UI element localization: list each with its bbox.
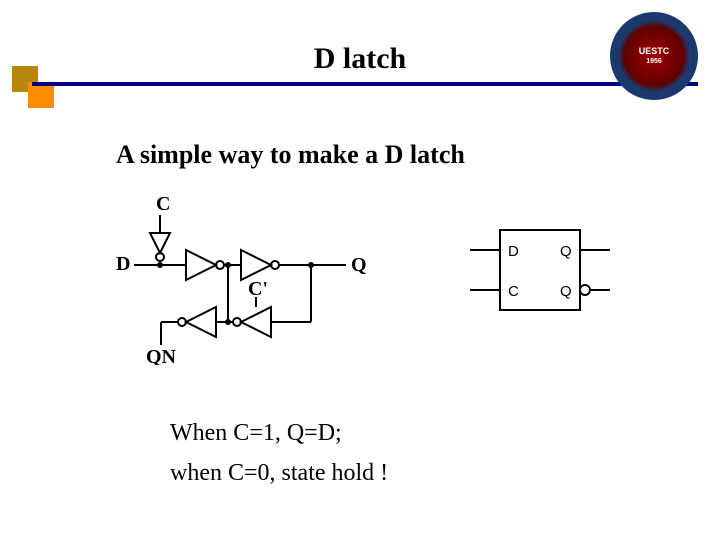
label-d: D: [116, 253, 130, 275]
tristate-1: [186, 250, 216, 280]
tristate-2: [241, 307, 271, 337]
logo-acronym: UESTC: [639, 46, 670, 56]
behavior-line-1: When C=1, Q=D;: [170, 420, 342, 447]
subtitle: A simple way to make a D latch: [116, 140, 465, 170]
label-qn: QN: [146, 346, 177, 365]
circuit-diagram: C D Q C': [116, 195, 386, 365]
block-label-qbar: Q: [560, 283, 572, 300]
block-label-q: Q: [560, 243, 572, 260]
university-logo: UESTC 1956: [610, 12, 698, 100]
block-label-c: C: [508, 283, 519, 300]
label-q: Q: [351, 254, 367, 276]
label-c-prime: C': [248, 278, 268, 300]
inverter-top: [150, 233, 170, 253]
title-underline: [32, 82, 698, 86]
block-label-d: D: [508, 243, 519, 260]
logo-text: UESTC 1956: [639, 47, 670, 65]
logo-year: 1956: [646, 58, 662, 65]
block-diagram: D C Q Q: [460, 220, 640, 320]
behavior-line-2: when C=0, state hold !: [170, 460, 388, 487]
inverter-qn: [186, 307, 216, 337]
label-c: C: [156, 195, 170, 215]
inverter-mid: [241, 250, 271, 280]
inversion-bubble: [580, 285, 590, 295]
